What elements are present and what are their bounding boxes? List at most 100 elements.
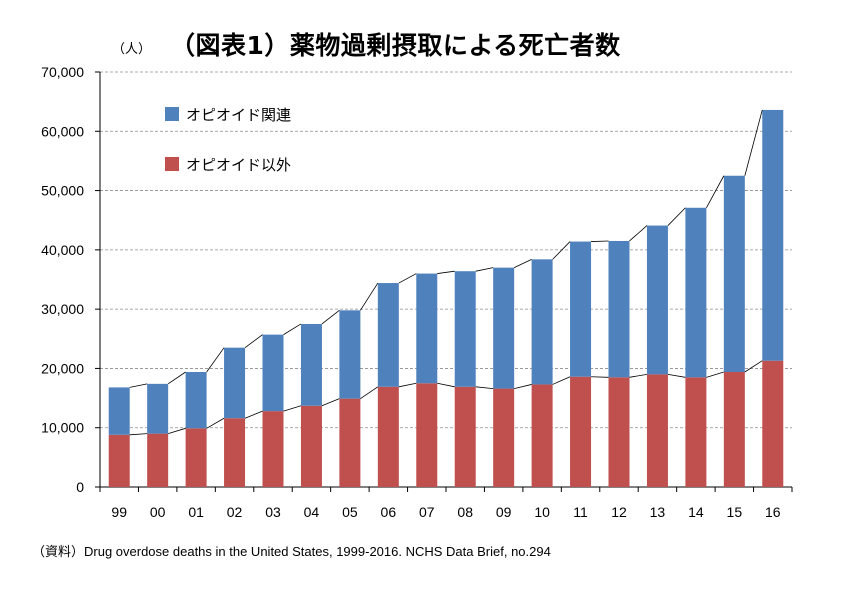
series-line-non-opioid <box>744 360 763 373</box>
bar-segment-opioid <box>300 323 322 406</box>
x-tick-label: 01 <box>188 504 204 520</box>
bar-segment-opioid <box>224 347 246 419</box>
series-line-total <box>744 109 763 176</box>
series-line-non-opioid <box>360 386 379 399</box>
legend-label: オピオイド以外 <box>186 157 291 174</box>
series-line-non-opioid <box>321 398 340 407</box>
series-line-total <box>513 258 532 269</box>
x-tick-label: 08 <box>457 504 473 520</box>
bar-segment-opioid <box>108 387 130 435</box>
bar-segment-opioid <box>646 225 668 375</box>
series-line-non-opioid <box>168 427 186 435</box>
y-axis-unit-label: （人） <box>112 42 152 57</box>
x-tick-label: 05 <box>342 504 358 520</box>
x-tick-label: 02 <box>227 504 243 520</box>
x-tick-label: 11 <box>573 504 588 520</box>
y-tick-label: 50,000 <box>41 183 84 199</box>
bar-segment-opioid <box>416 273 438 384</box>
series-line-total <box>667 207 686 226</box>
bar-segment-opioid <box>454 271 476 387</box>
y-tick-label: 60,000 <box>41 123 84 139</box>
legend-label-bg <box>182 153 332 175</box>
bar-segment-non-opioid <box>300 405 322 487</box>
x-tick-label: 09 <box>496 504 512 520</box>
bar-segment-non-opioid <box>108 434 130 487</box>
x-tick-label: 04 <box>304 504 320 520</box>
x-tick-label: 99 <box>111 504 127 520</box>
bar-segment-opioid <box>377 283 399 387</box>
series-line-total <box>283 323 302 335</box>
bar-segment-non-opioid <box>570 376 592 487</box>
bar-segment-opioid <box>185 371 207 429</box>
bar-segment-non-opioid <box>185 428 207 487</box>
series-line-total <box>206 347 225 373</box>
series-line-total <box>360 282 379 311</box>
series-line-non-opioid <box>667 373 686 378</box>
bar-segment-non-opioid <box>339 398 361 487</box>
bar-segment-non-opioid <box>685 377 707 487</box>
x-tick-label: 07 <box>419 504 435 520</box>
x-tick-label: 14 <box>688 504 704 520</box>
series-line-non-opioid <box>552 376 571 385</box>
series-line-non-opioid <box>514 384 532 389</box>
series-line-non-opioid <box>206 417 225 429</box>
y-tick-label: 40,000 <box>41 242 84 258</box>
legend-label: オピオイド関連 <box>186 107 291 124</box>
series-line-non-opioid <box>398 382 417 388</box>
y-tick-label: 0 <box>76 479 84 495</box>
series-line-total <box>591 240 609 242</box>
bar-segment-opioid <box>262 334 284 412</box>
bar-segment-non-opioid <box>262 411 284 487</box>
series-line-non-opioid <box>437 382 455 388</box>
y-tick-label: 70,000 <box>41 64 84 80</box>
x-tick-label: 13 <box>650 504 666 520</box>
bar-segment-non-opioid <box>224 418 246 487</box>
legend-swatch <box>165 157 179 171</box>
bar-segment-non-opioid <box>493 388 515 487</box>
bar-segment-non-opioid <box>416 383 438 487</box>
bar-segment-opioid <box>147 383 169 434</box>
bar-segment-non-opioid <box>531 384 553 487</box>
bar-segment-non-opioid <box>454 386 476 487</box>
x-tick-label: 12 <box>611 504 627 520</box>
x-tick-label: 00 <box>150 504 166 520</box>
bar-segment-non-opioid <box>377 386 399 487</box>
x-tick-label: 16 <box>765 504 781 520</box>
bar-segment-non-opioid <box>608 377 630 487</box>
source-note: （資料）Drug overdose deaths in the United S… <box>32 544 551 559</box>
series-line-total <box>706 175 725 208</box>
series-line-total <box>244 334 263 348</box>
y-tick-label: 10,000 <box>41 420 84 436</box>
bar-segment-non-opioid <box>723 371 745 487</box>
series-line-total <box>167 371 186 385</box>
stacked-bar-chart: 0 10,000 20,000 30,000 40,000 50,000 60,000 70,… <box>41 64 793 520</box>
x-tick-label: 03 <box>265 504 281 520</box>
legend-swatch <box>165 107 179 121</box>
bar-segment-opioid <box>685 207 707 378</box>
bar-segment-non-opioid <box>646 374 668 487</box>
bar-segment-non-opioid <box>147 433 169 487</box>
series-line-total <box>475 267 494 272</box>
x-tick-label: 06 <box>381 504 397 520</box>
series-line-non-opioid <box>475 386 494 389</box>
series-line-total <box>398 273 417 284</box>
series-line-total <box>129 383 148 388</box>
bar-segment-opioid <box>762 109 784 361</box>
y-tick-label: 30,000 <box>41 301 84 317</box>
legend-label-bg <box>182 103 332 125</box>
series-line-non-opioid <box>129 433 148 436</box>
series-line-non-opioid <box>244 410 263 419</box>
bar-segment-opioid <box>608 240 630 378</box>
bar-segment-opioid <box>339 310 361 399</box>
chart-title: （図表1）薬物過剰摂取による死亡者数 <box>170 31 621 60</box>
series-line-total <box>321 310 340 325</box>
bar-segment-non-opioid <box>762 360 784 487</box>
series-line-non-opioid <box>629 373 648 378</box>
series-line-non-opioid <box>706 371 724 378</box>
bar-segment-opioid <box>570 241 592 377</box>
bar-segment-opioid <box>531 259 553 385</box>
series-line-non-opioid <box>591 376 609 378</box>
series-line-total <box>552 241 571 260</box>
y-tick-label: 20,000 <box>41 360 84 376</box>
series-line-non-opioid <box>283 405 302 412</box>
